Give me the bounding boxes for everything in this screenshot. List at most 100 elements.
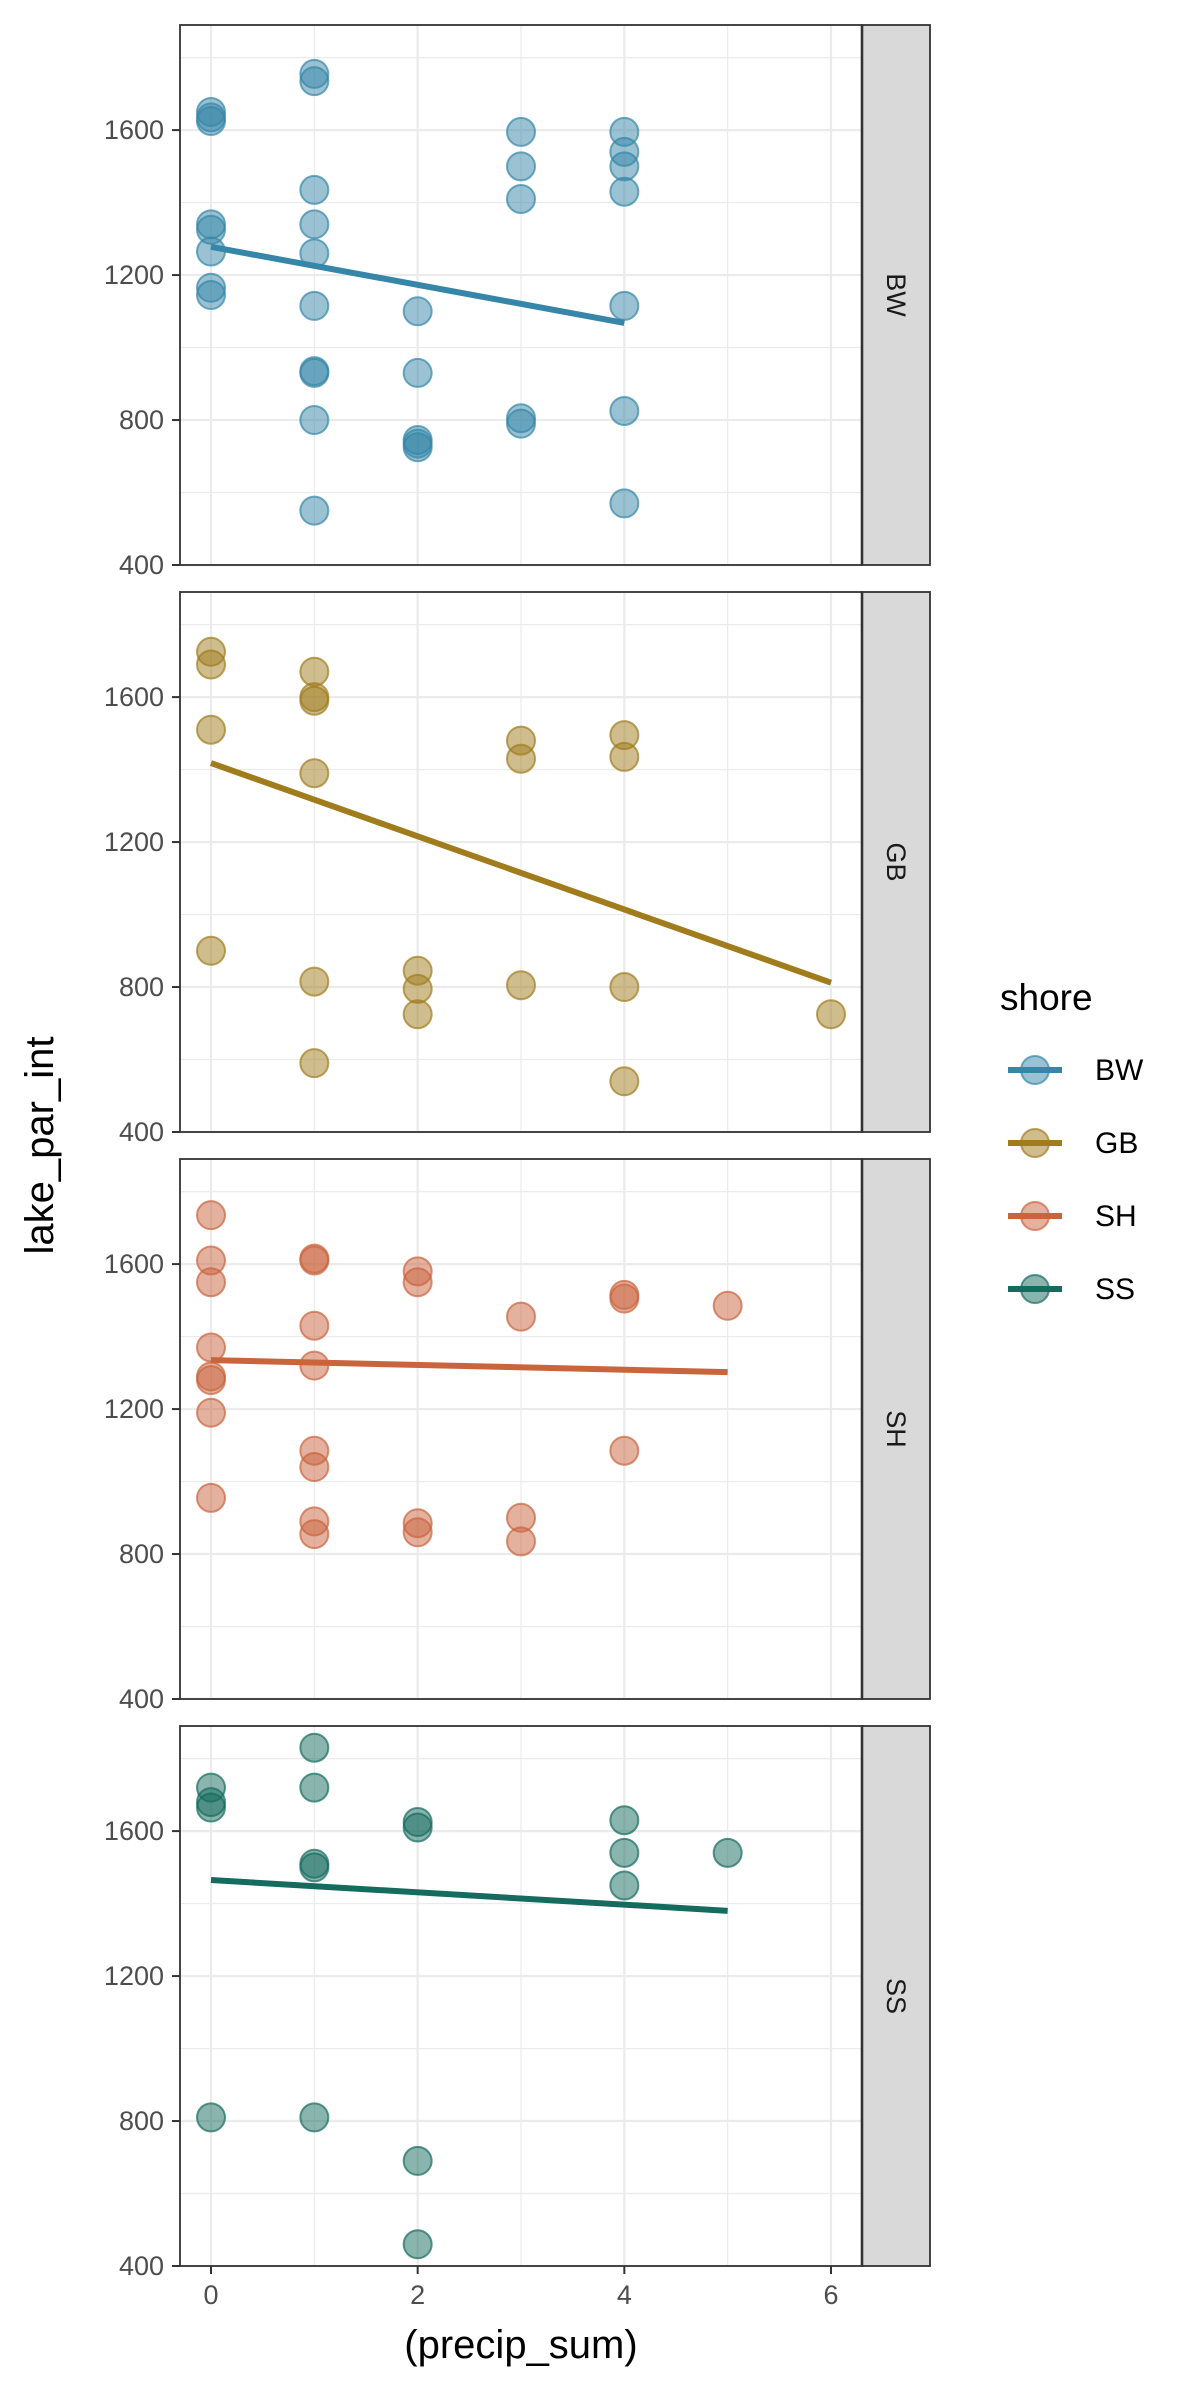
legend-key-point	[1020, 1055, 1050, 1085]
data-point	[609, 395, 640, 426]
y-tick-label: 400	[119, 2251, 164, 2281]
data-point	[402, 1517, 433, 1548]
legend-label: BW	[1095, 1054, 1144, 1087]
data-point	[609, 151, 640, 182]
data-point	[609, 1066, 640, 1097]
data-point	[196, 1792, 226, 1823]
data-point	[196, 1482, 226, 1513]
data-point	[299, 174, 330, 205]
legend-label: SH	[1095, 1200, 1137, 1233]
facet-panels: 400 800 1200 1600 BW 400 800 1200 1600 GB 400 800 12…	[104, 24, 931, 2281]
data-point	[402, 357, 433, 388]
facet-panel-sh: 400 800 1200 1600 SH	[104, 1158, 931, 1714]
data-point	[506, 151, 536, 182]
data-point	[299, 1519, 330, 1550]
data-point	[299, 66, 330, 97]
trend-line	[209, 760, 833, 986]
data-point	[299, 2102, 330, 2133]
data-point	[196, 1200, 226, 1231]
legend-item-ss: SS	[1008, 1273, 1135, 1306]
facet-strip	[861, 591, 931, 1133]
facet-panel-ss: 400 800 1200 1600 SS	[104, 1725, 931, 2281]
data-point	[196, 1332, 226, 1363]
legend-label: SS	[1095, 1273, 1135, 1306]
y-tick-label: 800	[119, 405, 164, 435]
data-point	[299, 758, 330, 789]
data-point	[402, 973, 433, 1004]
data-point	[402, 2145, 433, 2176]
facet-strip-label: SH	[881, 1410, 911, 1448]
facet-strip-label: BW	[881, 273, 911, 317]
data-point	[299, 405, 330, 436]
data-point	[506, 1301, 536, 1332]
data-point	[299, 1310, 330, 1341]
trend-line	[210, 1877, 728, 1914]
data-point	[196, 1397, 226, 1428]
trend-line	[210, 1357, 728, 1376]
legend-item-sh: SH	[1008, 1200, 1137, 1233]
data-point	[402, 1267, 433, 1298]
data-point	[712, 1290, 743, 1321]
data-point	[299, 495, 330, 526]
data-point	[609, 1283, 640, 1314]
data-point	[402, 296, 433, 327]
data-point	[506, 743, 536, 774]
facet-strip	[861, 1725, 931, 2267]
data-point	[299, 209, 330, 240]
data-point	[402, 999, 433, 1030]
data-point	[506, 1526, 536, 1557]
y-tick-label: 1200	[104, 1394, 164, 1424]
data-point	[299, 1245, 330, 1276]
data-point	[609, 1837, 640, 1868]
facet-panel-gb: 400 800 1200 1600 GB	[104, 591, 931, 1147]
data-point	[609, 1870, 640, 1901]
data-point	[609, 290, 640, 321]
facet-panel-bw: 400 800 1200 1600 BW	[104, 24, 931, 580]
data-point	[506, 116, 536, 147]
data-point	[299, 1732, 330, 1763]
data-point	[196, 935, 226, 966]
data-point	[299, 966, 330, 997]
trend-line	[210, 243, 625, 326]
data-point	[609, 741, 640, 772]
facet-strip	[861, 1158, 931, 1700]
y-tick-label: 400	[119, 1684, 164, 1714]
data-point	[196, 1365, 226, 1396]
data-point	[402, 2229, 433, 2260]
data-point	[196, 1267, 226, 1298]
data-point	[609, 1805, 640, 1836]
facet-strip-label: GB	[881, 842, 911, 881]
x-tick-label: 6	[823, 2280, 838, 2310]
data-point	[299, 656, 330, 687]
y-tick-label: 1200	[104, 827, 164, 857]
data-point	[299, 685, 330, 716]
x-tick-label: 2	[410, 2280, 425, 2310]
data-point	[609, 176, 640, 207]
data-point	[299, 1772, 330, 1803]
data-point	[196, 2102, 226, 2133]
legend-key-point	[1020, 1201, 1050, 1231]
data-point	[506, 183, 536, 214]
data-point	[299, 357, 330, 388]
data-point	[609, 1435, 640, 1466]
data-point	[299, 1452, 330, 1483]
y-tick-label: 400	[119, 1117, 164, 1147]
data-point	[299, 1048, 330, 1079]
y-tick-label: 800	[119, 1539, 164, 1569]
data-point	[816, 999, 846, 1030]
data-point	[196, 106, 226, 137]
legend-item-gb: GB	[1008, 1127, 1138, 1160]
data-point	[506, 408, 536, 439]
y-tick-label: 1600	[104, 115, 164, 145]
x-axis-title: (precip_sum)	[404, 2323, 637, 2367]
y-tick-label: 400	[119, 550, 164, 580]
legend-key-point	[1020, 1128, 1050, 1158]
facet-strip-label: SS	[881, 1978, 911, 2014]
x-axis: 0 2 4 6	[203, 2266, 839, 2310]
data-point	[299, 1852, 330, 1883]
x-tick-label: 0	[203, 2280, 218, 2310]
y-tick-label: 1200	[104, 1961, 164, 1991]
data-point	[609, 972, 640, 1003]
y-axis-title: lake_par_int	[18, 1037, 62, 1255]
